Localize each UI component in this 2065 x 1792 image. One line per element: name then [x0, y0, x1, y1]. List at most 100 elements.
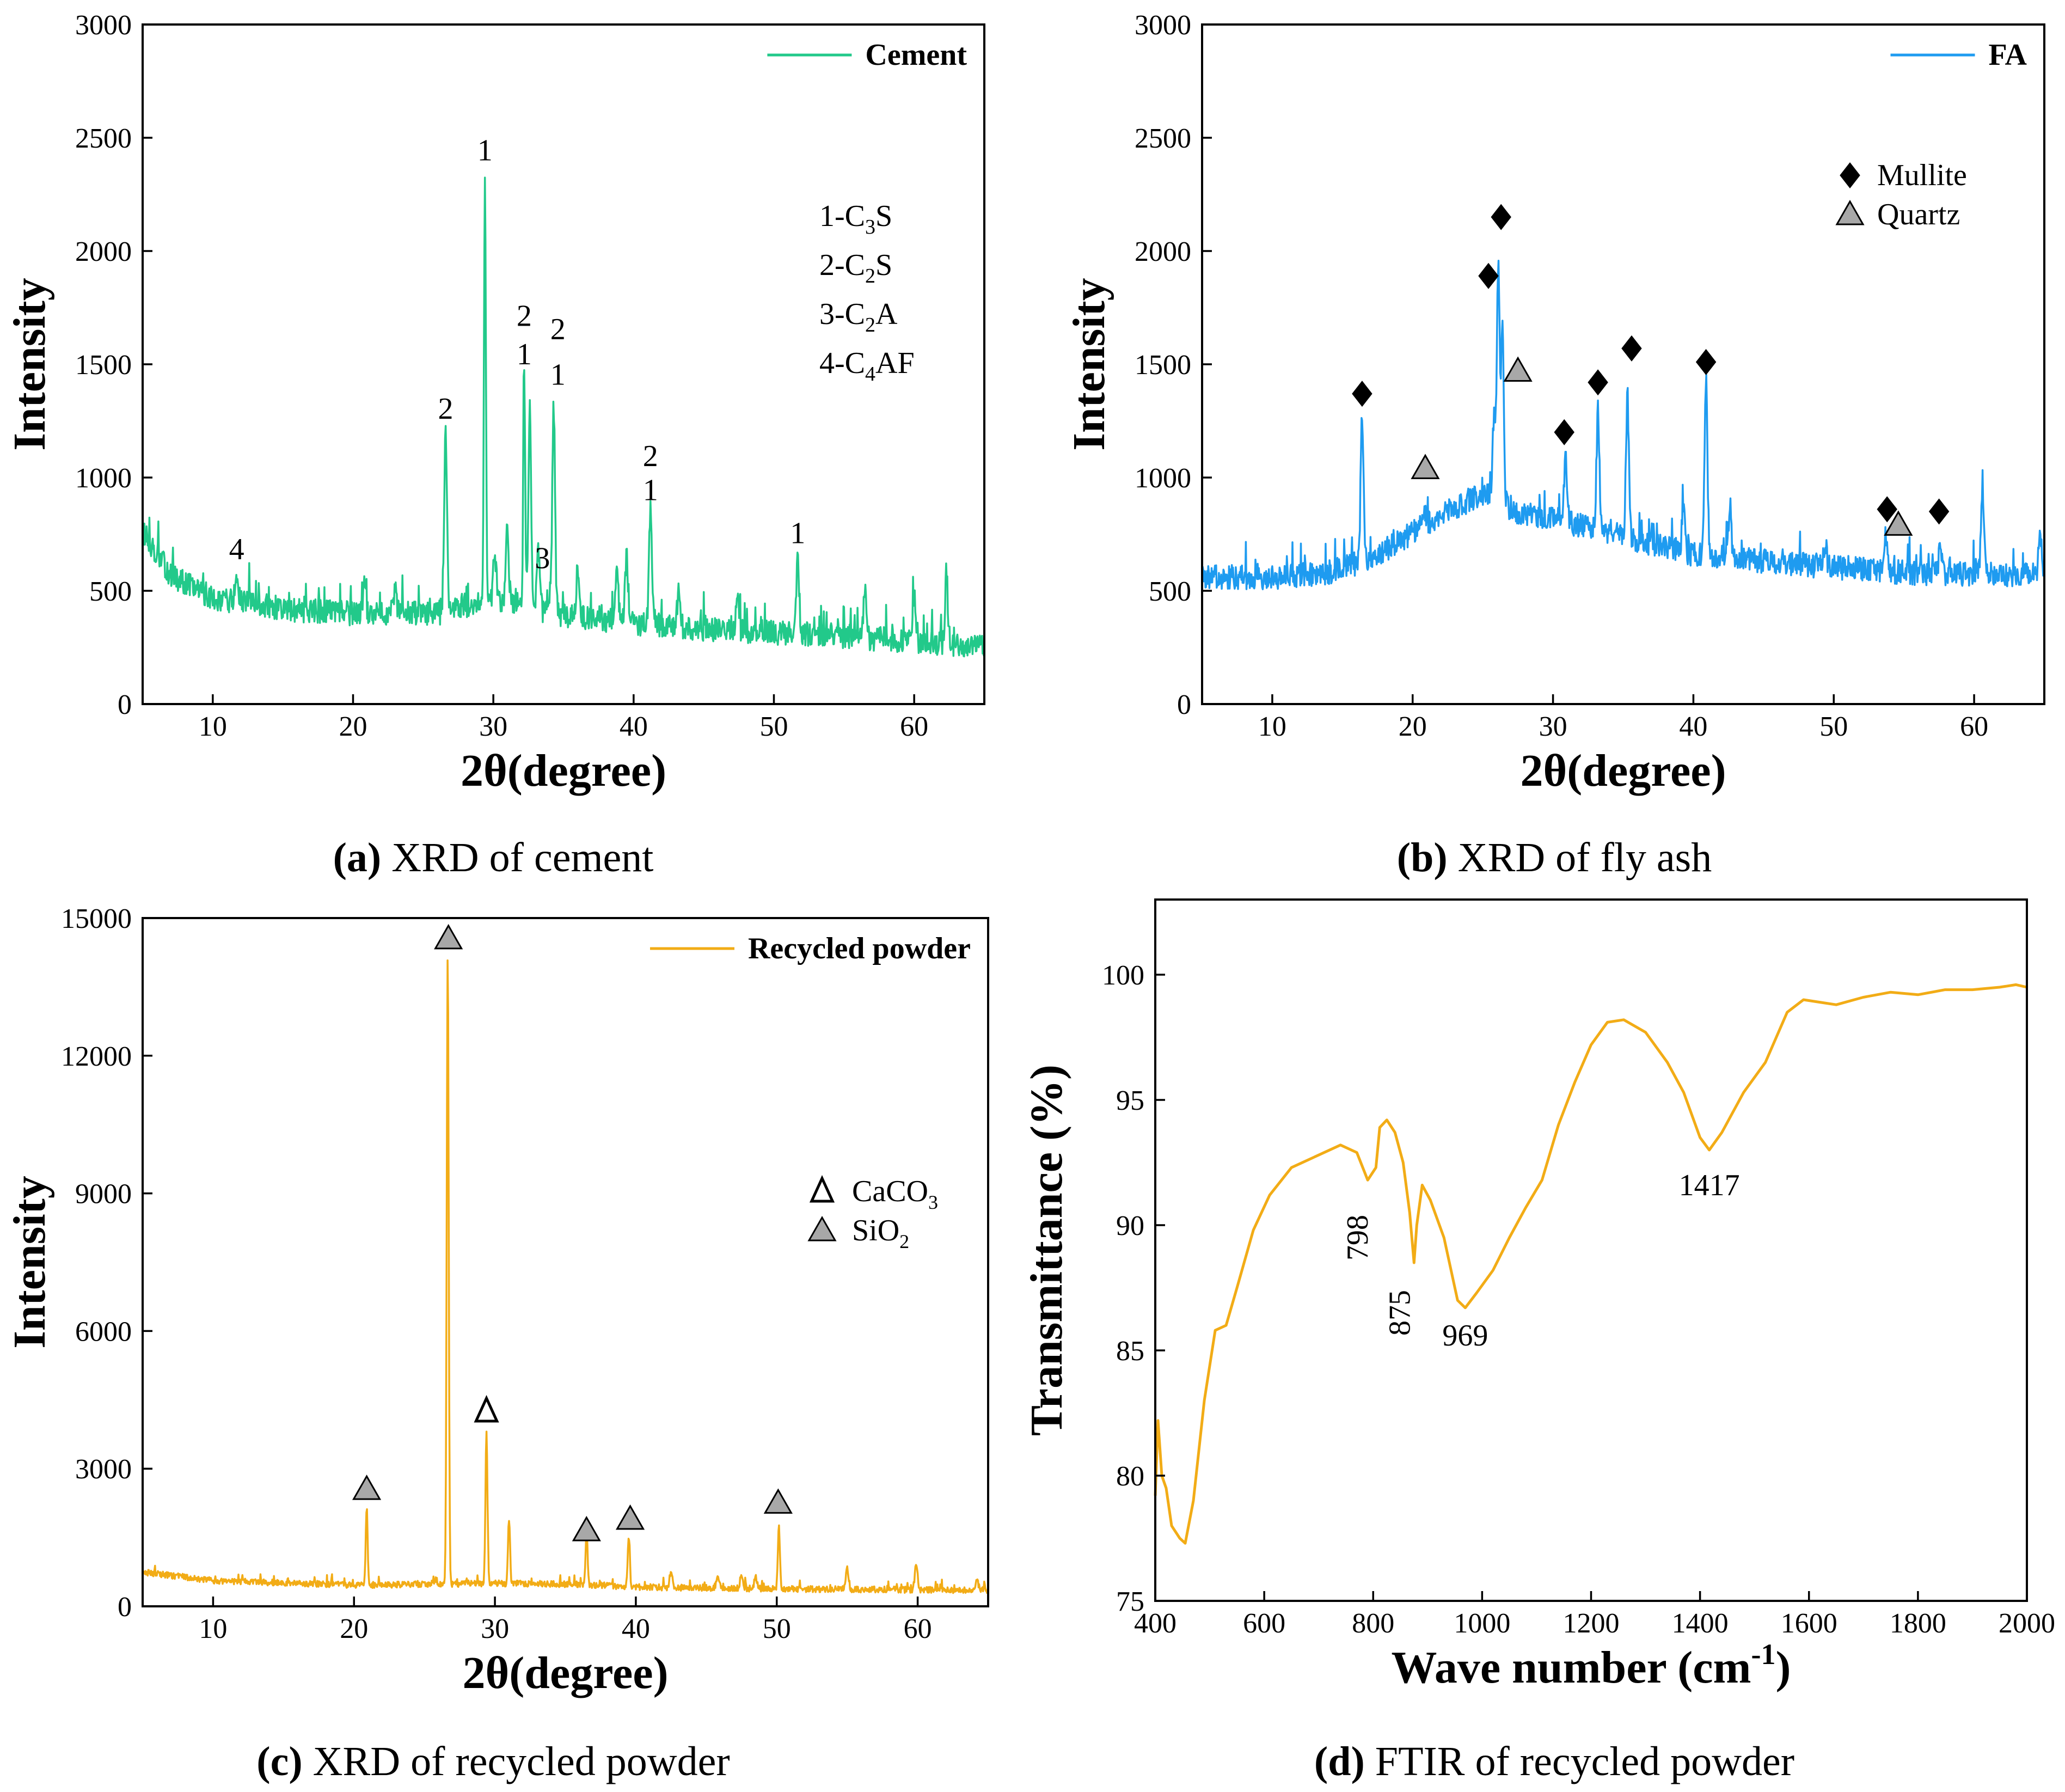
y-tick-label: 1000 — [1135, 463, 1191, 494]
chart-panel-a: 10 20 30 40 50 60 0 500 1000 1500 2000 2500 3000 2θ(d… — [4, 10, 985, 880]
x-tick-label: 60 — [1960, 711, 1988, 742]
peak-marker-triangle — [434, 923, 463, 950]
peak-marker-diamond — [1478, 262, 1499, 289]
y-tick-label: 6000 — [75, 1316, 132, 1347]
legend-marker-diamond — [1840, 162, 1860, 188]
phase-key-sub: 2 — [865, 314, 875, 337]
y-tick-label: 1500 — [75, 350, 132, 381]
panel-caption-label: (a) — [333, 835, 382, 880]
phase-key-pre: 4-C — [819, 346, 865, 380]
phase-key-post: AF — [875, 346, 915, 380]
panel-caption-text: XRD of recycled powder — [303, 1739, 730, 1784]
legend-marker-label: Mullite — [1877, 158, 1967, 192]
legend-label: Cement — [865, 38, 967, 72]
x-tick-label: 40 — [1679, 711, 1707, 742]
band-annotation: 798 — [1341, 1215, 1375, 1261]
phase-key-pre: 1-C — [819, 199, 865, 233]
peak-marker-triangle — [572, 1515, 601, 1542]
peak-marker-triangle — [615, 1504, 645, 1530]
x-tick-label: 20 — [1399, 711, 1427, 742]
legend-marker-triangle — [807, 1215, 837, 1241]
panel-caption: (d) FTIR of recycled powder — [1314, 1739, 1794, 1784]
phase-key-post: S — [875, 248, 892, 282]
peak-annotation: 1 — [550, 358, 566, 392]
x-tick-label: 600 — [1243, 1608, 1285, 1639]
panel-caption: (b) XRD of fly ash — [1397, 835, 1712, 880]
legend-marker-label: SiO2 — [852, 1214, 909, 1252]
x-tick-label: 50 — [760, 711, 788, 742]
legend-marker-sub: 3 — [928, 1191, 938, 1213]
panel-caption-text: FTIR of recycled powder — [1365, 1739, 1794, 1784]
x-axis-title-sup: -1 — [1751, 1638, 1776, 1671]
panel-caption-label: (d) — [1314, 1739, 1365, 1784]
phase-key-sub: 2 — [865, 265, 875, 288]
x-axis-title-close: ) — [1776, 1642, 1791, 1693]
peak-marker-diamond — [1928, 498, 1950, 525]
x-tick-label: 60 — [900, 711, 928, 742]
peak-annotation: 2 — [550, 313, 566, 346]
x-tick-label: 1800 — [1890, 1608, 1946, 1639]
y-tick-label: 3000 — [1135, 10, 1191, 41]
peak-marker-diamond — [1352, 381, 1372, 407]
y-tick-label: 3000 — [75, 1454, 132, 1485]
panel-caption: (c) XRD of recycled powder — [256, 1739, 730, 1784]
series-line-a — [142, 176, 985, 658]
peak-marker-triangle — [1884, 510, 1913, 536]
phase-key-sub: 4 — [865, 363, 875, 386]
x-tick-label: 1200 — [1563, 1608, 1620, 1639]
peak-marker-diamond — [1695, 348, 1717, 375]
x-tick-label: 2000 — [1999, 1608, 2055, 1639]
phase-key-post: A — [875, 297, 898, 331]
phase-key-post: S — [875, 199, 892, 233]
y-tick-label: 15000 — [61, 903, 132, 934]
x-tick-label: 40 — [622, 1613, 650, 1644]
y-tick-label: 500 — [1149, 576, 1191, 607]
x-tick-label: 800 — [1352, 1608, 1394, 1639]
peak-marker-triangle — [1411, 454, 1440, 479]
series-line-d — [1154, 983, 2027, 1545]
peak-marker-triangle — [1503, 356, 1533, 382]
y-tick-label: 0 — [118, 1592, 132, 1623]
phase-key-pre: 2-C — [819, 248, 865, 282]
peak-annotation: 3 — [535, 541, 550, 575]
series-line-c — [142, 959, 989, 1594]
y-tick-label: 0 — [1177, 689, 1191, 720]
y-tick-label: 80 — [1116, 1461, 1144, 1492]
band-annotation: 875 — [1383, 1290, 1417, 1336]
x-tick-label: 1600 — [1781, 1608, 1837, 1639]
y-tick-label: 9000 — [75, 1179, 132, 1210]
x-tick-label: 20 — [339, 711, 367, 742]
y-axis-title: Intensity — [1064, 278, 1114, 450]
panel-caption-label: (b) — [1397, 835, 1448, 880]
x-tick-label: 1000 — [1454, 1608, 1510, 1639]
band-annotation: 1417 — [1679, 1169, 1740, 1202]
peak-annotation: 1 — [790, 517, 805, 551]
peak-annotation: 2 — [517, 299, 532, 333]
x-axis-title: 2θ(degree) — [1520, 745, 1726, 796]
x-tick-label: 10 — [199, 1613, 227, 1644]
peak-annotation: 1 — [517, 338, 532, 371]
series-line-b — [1201, 260, 2045, 590]
phase-key-sub: 3 — [865, 216, 875, 238]
x-axis-title: Wave number (cm-1) — [1391, 1638, 1791, 1693]
phase-key-pre: 3-C — [819, 297, 865, 331]
x-axis-title: 2θ(degree) — [462, 1648, 668, 1698]
plot-frame-c — [142, 917, 989, 1607]
peak-annotation: 4 — [229, 533, 244, 566]
peak-annotation: 1 — [477, 134, 493, 168]
phase-key-item: 1-C3S — [819, 199, 892, 238]
peak-marker-triangle — [352, 1475, 382, 1500]
y-tick-label: 100 — [1102, 960, 1144, 991]
panel-caption-text: XRD of cement — [381, 835, 653, 880]
x-tick-label: 400 — [1134, 1608, 1177, 1639]
y-tick-label: 95 — [1116, 1085, 1144, 1116]
peak-annotation: 2 — [438, 392, 454, 426]
peak-annotation: 2 — [643, 439, 658, 473]
x-tick-label: 10 — [199, 711, 227, 742]
panel-caption-label: (c) — [256, 1739, 302, 1784]
y-tick-label: 90 — [1116, 1210, 1144, 1241]
x-tick-label: 40 — [620, 711, 648, 742]
legend-label: FA — [1989, 38, 2027, 72]
y-tick-label: 2000 — [75, 236, 132, 267]
